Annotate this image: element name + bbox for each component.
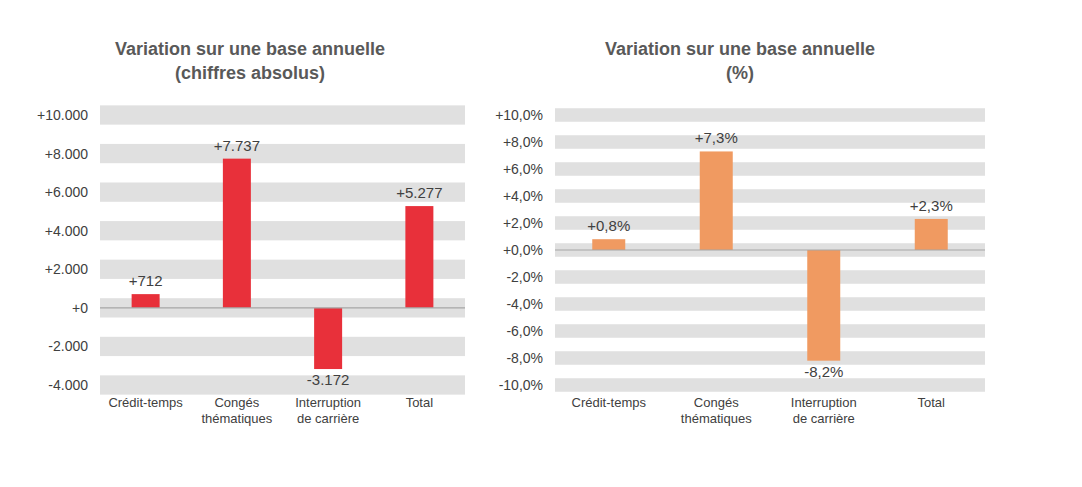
data-label: -8,2%	[804, 363, 843, 380]
data-label: -3.172	[307, 371, 350, 388]
category-label-line: Interruption	[295, 395, 361, 410]
zero-axis	[555, 249, 985, 250]
data-label: +7,3%	[695, 129, 738, 146]
category-label-line: thématiques	[201, 411, 272, 426]
bars	[592, 151, 948, 360]
grid-band	[555, 378, 985, 392]
data-label: +2,3%	[910, 197, 953, 214]
grid-band	[555, 324, 985, 338]
grid-band	[100, 375, 465, 394]
chart-1: Variation sur une base annuelle (%) -10,0%…	[495, 39, 985, 426]
zero-axis	[100, 307, 465, 308]
category-label: Congésthématiques	[201, 395, 272, 426]
chart-subtitle: (chiffres absolus)	[175, 63, 325, 83]
data-label: +712	[129, 272, 163, 289]
bar	[405, 206, 433, 308]
y-tick-label: +10.000	[37, 107, 88, 123]
data-label: +0,8%	[587, 217, 630, 234]
chart-subtitle: (%)	[726, 63, 754, 83]
bar	[807, 250, 840, 361]
bar	[314, 308, 342, 369]
category-label-line: thématiques	[681, 411, 752, 426]
y-tick-label: -4.000	[48, 377, 88, 393]
grid-band	[100, 144, 465, 163]
grid-band	[555, 162, 985, 176]
y-tick-label: -4,0%	[506, 296, 543, 312]
bar	[223, 159, 251, 308]
category-label: Total	[406, 395, 434, 410]
category-label-line: Interruption	[791, 395, 857, 410]
category-label-line: Congés	[694, 395, 739, 410]
grid-band	[555, 270, 985, 284]
category-label-line: de carrière	[793, 411, 855, 426]
y-tick-label: +0,0%	[503, 242, 543, 258]
category-label-line: de carrière	[297, 411, 359, 426]
y-tick-label: +6,0%	[503, 161, 543, 177]
category-label: Crédit-temps	[108, 395, 183, 410]
category-label: Congésthématiques	[681, 395, 752, 426]
data-label: +5.277	[396, 184, 442, 201]
y-tick-label: +6.000	[45, 184, 88, 200]
grid-band	[555, 135, 985, 149]
category-label: Interruptionde carrière	[791, 395, 857, 426]
chart-canvas: Variation sur une base annuelle (chiffres…	[0, 0, 1082, 487]
grid-band	[555, 297, 985, 311]
y-tick-label: -10,0%	[499, 377, 543, 393]
y-tick-label: +8,0%	[503, 134, 543, 150]
y-tick-label: +8.000	[45, 146, 88, 162]
bar	[700, 151, 733, 250]
grid-band	[100, 337, 465, 356]
y-tick-label: -2,0%	[506, 269, 543, 285]
y-tick-label: -2.000	[48, 338, 88, 354]
grid-band	[555, 108, 985, 122]
y-tick-label: +2,0%	[503, 215, 543, 231]
grid-band	[100, 183, 465, 202]
category-label-line: Congés	[214, 395, 259, 410]
bar	[132, 294, 160, 308]
y-tick-label: -8,0%	[506, 350, 543, 366]
y-tick-label: +4,0%	[503, 188, 543, 204]
chart-title: Variation sur une base annuelle	[115, 39, 385, 59]
data-label: +7.737	[214, 137, 260, 154]
y-tick-label: -6,0%	[506, 323, 543, 339]
bar	[915, 219, 948, 250]
category-label: Crédit-temps	[572, 395, 647, 410]
category-label: Interruptionde carrière	[295, 395, 361, 426]
y-tick-label: +10,0%	[495, 107, 543, 123]
chart-title: Variation sur une base annuelle	[605, 39, 875, 59]
grid-band	[100, 105, 465, 124]
y-tick-label: +4.000	[45, 223, 88, 239]
bar	[592, 239, 625, 250]
bars	[132, 159, 434, 369]
y-tick-label: +0	[72, 300, 88, 316]
grid-band	[555, 351, 985, 365]
category-label: Total	[918, 395, 946, 410]
chart-0: Variation sur une base annuelle (chiffres…	[37, 39, 465, 426]
y-tick-label: +2.000	[45, 261, 88, 277]
